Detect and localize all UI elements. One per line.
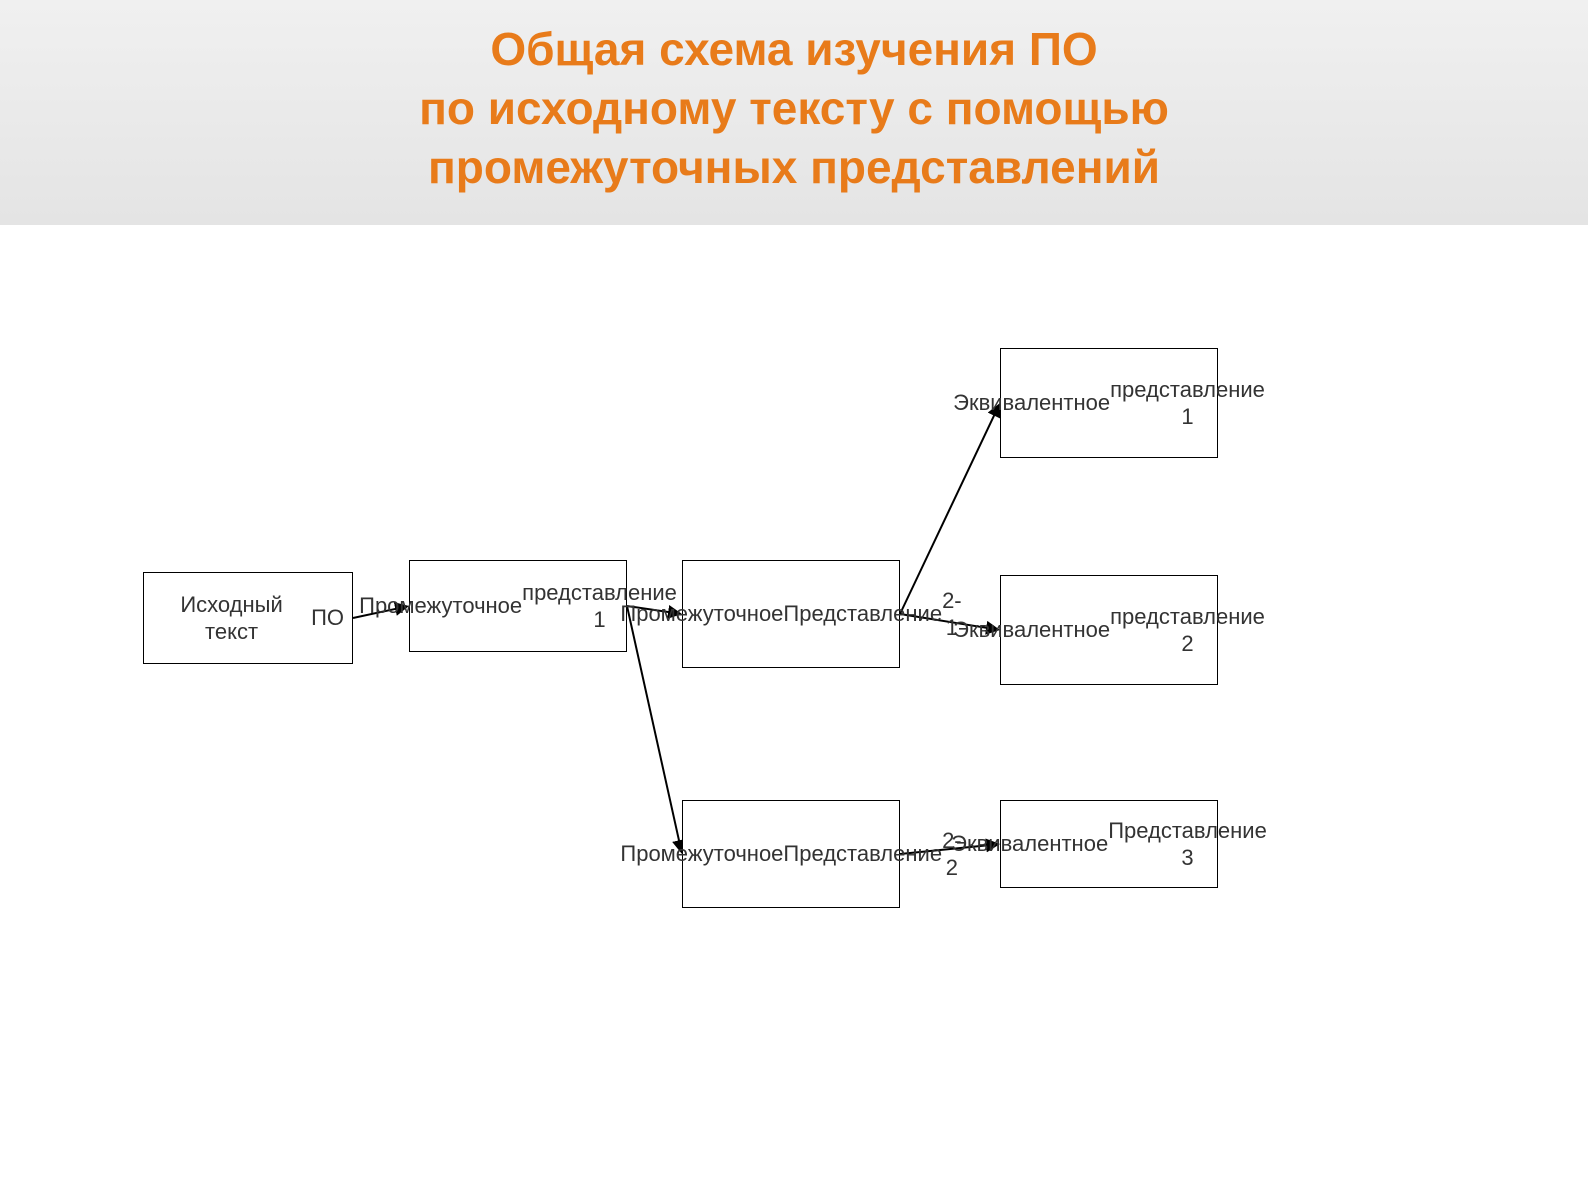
edge-int21-eq1: [900, 405, 999, 614]
node-int1-line: Промежуточное: [359, 592, 522, 620]
node-int22-line: Представление: [783, 840, 942, 868]
node-src-line: ПО: [311, 604, 344, 632]
node-eq1-line: Эквивалентное: [953, 389, 1110, 417]
node-eq1-line: представление 1: [1110, 376, 1265, 431]
slide-header: Общая схема изучения ПО по исходному тек…: [0, 0, 1588, 225]
node-int1: Промежуточноепредставление 1: [409, 560, 627, 652]
slide-title-line-3: промежуточных представлений: [428, 141, 1160, 193]
node-int22-line: 2-2: [942, 827, 962, 882]
edge-int22-eq3: [900, 844, 998, 854]
edge-int1-int21: [627, 606, 680, 614]
node-int21-line: Представление: [783, 600, 942, 628]
node-eq3-line: Представление 3: [1108, 817, 1267, 872]
node-eq3: ЭквивалентноеПредставление 3: [1000, 800, 1218, 888]
slide-title-line-1: Общая схема изучения ПО: [490, 23, 1097, 75]
slide-title: Общая схема изучения ПО по исходному тек…: [40, 20, 1548, 197]
edge-int21-eq2: [900, 614, 998, 630]
node-src: Исходный текстПО: [143, 572, 353, 664]
node-int21-line: Промежуточное: [620, 600, 783, 628]
node-int22-line: Промежуточное: [620, 840, 783, 868]
node-eq2: Эквивалентноепредставление 2: [1000, 575, 1218, 685]
node-src-line: Исходный текст: [152, 591, 311, 646]
node-int21: ПромежуточноеПредставление2-1: [682, 560, 900, 668]
slide-title-line-2: по исходному тексту с помощью: [419, 82, 1169, 134]
node-eq2-line: представление 2: [1110, 603, 1265, 658]
node-eq1: Эквивалентноепредставление 1: [1000, 348, 1218, 458]
edge-int1-int22: [627, 606, 682, 852]
node-eq3-line: Эквивалентное: [951, 830, 1108, 858]
edge-src-int1: [353, 606, 407, 618]
node-eq2-line: Эквивалентное: [953, 616, 1110, 644]
node-int1-line: представление 1: [522, 579, 677, 634]
node-int22: ПромежуточноеПредставление2-2: [682, 800, 900, 908]
node-int21-line: 2-1: [942, 587, 962, 642]
